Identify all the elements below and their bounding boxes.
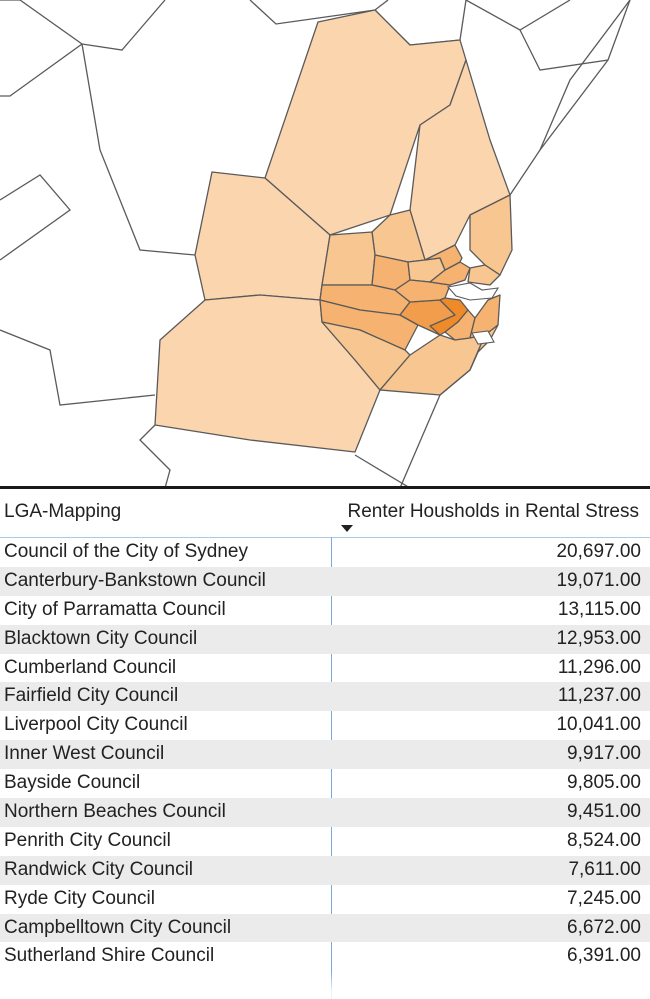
- table-row[interactable]: Cumberland Council 11,296.00: [0, 654, 650, 683]
- region-hills-shire: [424, 244, 463, 271]
- rental-stress-table: LGA-Mapping Renter Housholds in Rental S…: [0, 489, 650, 999]
- rental-stress-value-cell: 20,697.00: [556, 541, 641, 562]
- table-row[interactable]: Canterbury-Bankstown Council 19,071.00: [0, 566, 650, 596]
- scroll-fade: [0, 971, 650, 999]
- rental-stress-value-cell: 7,611.00: [568, 858, 641, 880]
- lga-name-cell: Inner West Council: [4, 743, 165, 765]
- table-row[interactable]: Sutherland Shire Council 6,391.00: [0, 942, 650, 971]
- lga-name-cell: Fairfield City Council: [4, 685, 179, 707]
- table-body: Council of the City of Sydney 20,697.00 Ca…: [0, 538, 650, 971]
- lga-name-cell: Bayside Council: [4, 772, 141, 794]
- table-row[interactable]: Ryde City Council 7,245.00: [0, 885, 650, 914]
- map-table-divider: [0, 486, 650, 489]
- rental-stress-value-cell: 11,237.00: [557, 685, 641, 707]
- lga-name-cell: Blacktown City Council: [4, 627, 198, 649]
- harbour-cutouts: [446, 282, 500, 345]
- rental-stress-value-cell: 12,953.00: [556, 627, 641, 649]
- column-header-lga[interactable]: LGA-Mapping: [4, 501, 122, 522]
- table-header: LGA-Mapping Renter Housholds in Rental S…: [0, 489, 650, 538]
- rental-stress-value-cell: 10,041.00: [556, 714, 641, 736]
- lga-name-cell: Sutherland Shire Council: [4, 945, 215, 967]
- table-row[interactable]: Penrith City Council 8,524.00: [0, 827, 650, 856]
- table-row[interactable]: Bayside Council 9,805.00: [0, 769, 650, 798]
- lga-name-cell: Ryde City Council: [4, 887, 155, 909]
- table-row[interactable]: Randwick City Council 7,611.00: [0, 855, 650, 885]
- rental-stress-value-cell: 8,524.00: [567, 829, 641, 851]
- lga-name-cell: Liverpool City Council: [4, 714, 188, 736]
- table-row[interactable]: Northern Beaches Council 9,451.00: [0, 798, 650, 827]
- rental-stress-value-cell: 9,805.00: [567, 772, 641, 794]
- lga-name-cell: Campbelltown City Council: [4, 916, 232, 938]
- lga-name-cell: Penrith City Council: [4, 829, 171, 851]
- rental-stress-value-cell: 9,451.00: [567, 801, 641, 823]
- region-manly: [467, 264, 501, 286]
- lga-name-cell: Randwick City Council: [4, 858, 194, 880]
- table-row[interactable]: Liverpool City Council 10,041.00: [0, 711, 650, 740]
- lga-name-cell: Council of the City of Sydney: [4, 541, 248, 562]
- table-row[interactable]: Council of the City of Sydney 20,697.00: [0, 538, 650, 567]
- table-row[interactable]: City of Parramatta Council 13,115.00: [0, 596, 650, 625]
- rental-stress-value-cell: 19,071.00: [556, 569, 641, 591]
- lga-name-cell: Northern Beaches Council: [4, 801, 226, 823]
- table-row[interactable]: Inner West Council 9,917.00: [0, 740, 650, 770]
- rental-stress-value-cell: 6,391.00: [567, 945, 641, 967]
- table-row[interactable]: Fairfield City Council 11,237.00: [0, 682, 650, 712]
- lga-name-cell: Cumberland Council: [4, 656, 177, 678]
- lga-name-cell: Canterbury-Bankstown Council: [4, 569, 266, 591]
- rental-stress-value-cell: 6,672.00: [567, 916, 641, 938]
- sort-descending-icon[interactable]: [341, 525, 353, 532]
- lga-choropleth-map[interactable]: [0, 0, 650, 488]
- rental-stress-value-cell: 13,115.00: [557, 598, 641, 620]
- lga-regions: [154, 9, 513, 453]
- rental-stress-value-cell: 7,245.00: [567, 887, 641, 909]
- table-row[interactable]: Blacktown City Council 12,953.00: [0, 624, 650, 654]
- surrounding-region-outlines: [0, 0, 631, 488]
- column-header-rental-stress[interactable]: Renter Housholds in Rental Stress: [347, 501, 639, 522]
- region-blacktown: [321, 231, 376, 286]
- table-row[interactable]: Campbelltown City Council 6,672.00: [0, 913, 650, 943]
- rental-stress-value-cell: 11,296.00: [557, 656, 641, 678]
- lga-name-cell: City of Parramatta Council: [4, 598, 226, 620]
- rental-stress-value-cell: 9,917.00: [567, 743, 641, 765]
